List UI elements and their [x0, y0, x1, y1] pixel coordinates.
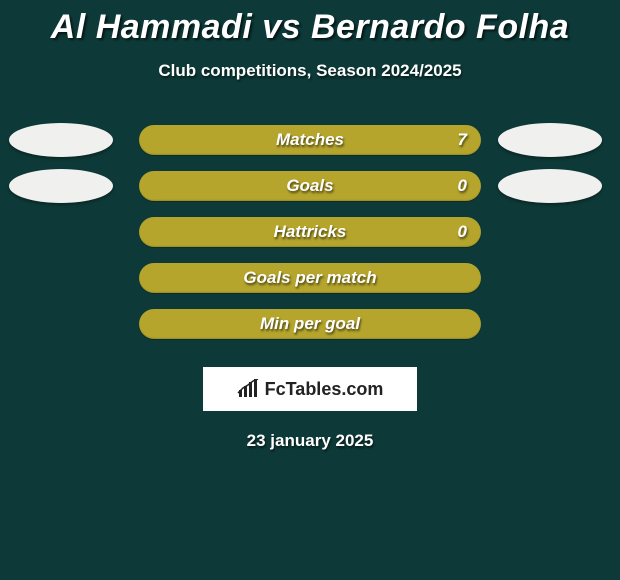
stat-value-right: 7	[458, 125, 467, 155]
stat-bar-track: Matches7	[139, 125, 481, 155]
stat-bar-track: Goals0	[139, 171, 481, 201]
stat-label: Hattricks	[139, 217, 481, 247]
brand-text: FcTables.com	[265, 379, 384, 400]
stat-row: Hattricks0	[0, 209, 620, 255]
player-avatar-left	[9, 123, 113, 157]
player-avatar-right	[498, 123, 602, 157]
page-subtitle: Club competitions, Season 2024/2025	[0, 61, 620, 81]
stat-bar-track: Goals per match	[139, 263, 481, 293]
comparison-card: Al Hammadi vs Bernardo Folha Club compet…	[0, 0, 620, 580]
stat-label: Goals per match	[139, 263, 481, 293]
stat-bar-track: Hattricks0	[139, 217, 481, 247]
stat-row: Matches7	[0, 117, 620, 163]
page-title: Al Hammadi vs Bernardo Folha	[0, 0, 620, 47]
stat-row: Goals0	[0, 163, 620, 209]
stat-label: Goals	[139, 171, 481, 201]
player-avatar-left	[9, 169, 113, 203]
stat-row: Min per goal	[0, 301, 620, 347]
stat-label: Min per goal	[139, 309, 481, 339]
stat-label: Matches	[139, 125, 481, 155]
stat-row: Goals per match	[0, 255, 620, 301]
brand-badge: FcTables.com	[203, 367, 417, 411]
stat-rows: Matches7Goals0Hattricks0Goals per matchM…	[0, 117, 620, 347]
stat-bar-track: Min per goal	[139, 309, 481, 339]
footer-date: 23 january 2025	[0, 431, 620, 451]
player-avatar-right	[498, 169, 602, 203]
stat-value-right: 0	[458, 171, 467, 201]
bar-chart-icon	[237, 379, 259, 399]
stat-value-right: 0	[458, 217, 467, 247]
